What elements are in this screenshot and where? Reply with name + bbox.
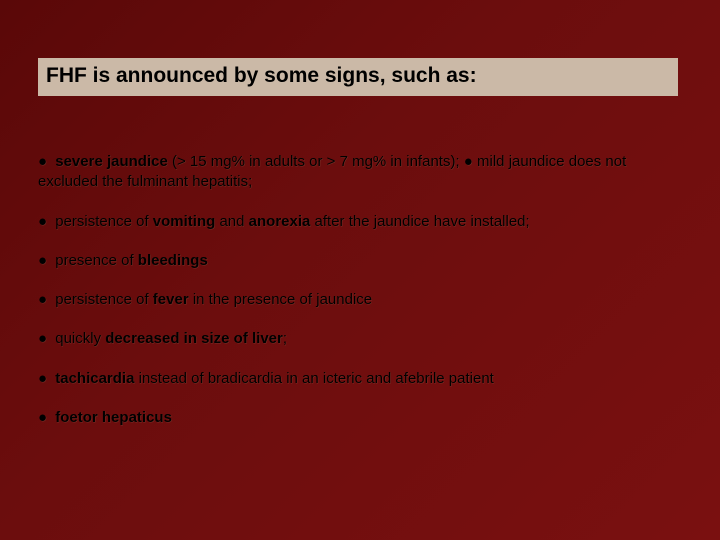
list-item-text: fever <box>153 291 189 308</box>
list-item-text: in the presence of jaundice <box>189 291 372 308</box>
bullet-icon: ● <box>38 370 51 387</box>
slide-title: FHF is announced by some signs, such as: <box>46 64 477 87</box>
bullet-icon: ● <box>38 291 51 308</box>
bullet-icon: ● <box>38 252 51 269</box>
list-item-text: severe jaundice <box>55 153 168 170</box>
list-item: ● presence of bleedings <box>38 251 678 271</box>
list-item-text: vomiting <box>153 213 216 230</box>
list-item-text: anorexia <box>249 213 311 230</box>
list-item-text: instead of bradicardia in an icteric and… <box>134 370 493 387</box>
list-item-text: and <box>215 213 248 230</box>
list-item: ● quickly decreased in size of liver; <box>38 329 678 349</box>
slide-content: ● severe jaundice (> 15 mg% in adults or… <box>38 152 678 447</box>
list-item-text: bleedings <box>138 252 208 269</box>
list-item-text: persistence of <box>55 291 153 308</box>
list-item-text: ; <box>283 330 287 347</box>
list-item-text: quickly <box>55 330 105 347</box>
list-item: ● persistence of fever in the presence o… <box>38 290 678 310</box>
list-item-text: tachicardia <box>55 370 134 387</box>
list-item: ● persistence of vomiting and anorexia a… <box>38 212 678 232</box>
bullet-icon: ● <box>38 153 51 170</box>
list-item: ● tachicardia instead of bradicardia in … <box>38 369 678 389</box>
list-item-text: (> 15 mg% in adults or > 7 mg% in infant… <box>168 153 464 170</box>
slide-title-block: FHF is announced by some signs, such as: <box>38 58 678 96</box>
list-item-text: ● <box>464 153 473 170</box>
bullet-icon: ● <box>38 330 51 347</box>
list-item-text: foetor hepaticus <box>55 409 172 426</box>
list-item-text: presence of <box>55 252 138 269</box>
list-item-text: after the jaundice have installed; <box>310 213 529 230</box>
bullet-icon: ● <box>38 409 51 426</box>
bullet-icon: ● <box>38 213 51 230</box>
list-item: ● severe jaundice (> 15 mg% in adults or… <box>38 152 678 193</box>
list-item: ● foetor hepaticus <box>38 408 678 428</box>
list-item-text: persistence of <box>55 213 153 230</box>
list-item-text: decreased in size of liver <box>105 330 283 347</box>
